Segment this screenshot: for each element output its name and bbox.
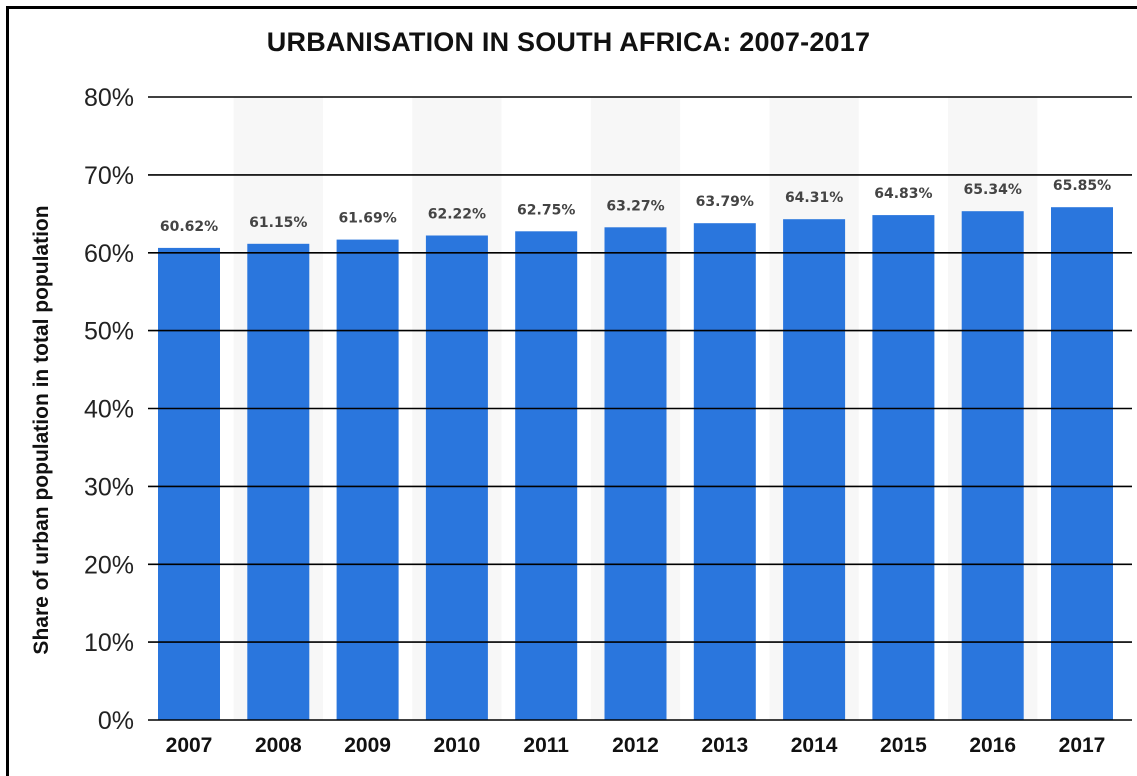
x-tick-label: 2012 bbox=[612, 734, 659, 757]
data-label: 61.69% bbox=[338, 211, 396, 227]
data-label: 63.79% bbox=[696, 194, 754, 210]
data-labels-group: 60.62% 61.15% 61.69% 62.22% 62.75% 63.27% 63.7… bbox=[160, 178, 1111, 235]
x-tick-label: 2007 bbox=[166, 734, 213, 757]
x-tick-label: 2011 bbox=[523, 734, 569, 757]
x-tick-label: 2010 bbox=[434, 734, 481, 757]
y-tick-labels-group: 0% 10% 20% 30% 40% 50% 60% 70% 80% bbox=[84, 84, 134, 735]
bar-2011 bbox=[515, 231, 578, 721]
data-label: 60.62% bbox=[160, 219, 218, 235]
data-label: 63.27% bbox=[606, 198, 664, 214]
y-tick-label: 20% bbox=[84, 551, 134, 579]
y-tick-label: 30% bbox=[84, 473, 134, 501]
bar-2016 bbox=[961, 211, 1024, 720]
chart-title: URBANISATION IN SOUTH AFRICA: 2007-2017 bbox=[266, 27, 871, 57]
x-tick-label: 2014 bbox=[791, 734, 838, 757]
data-label: 64.83% bbox=[874, 186, 932, 202]
data-label: 61.15% bbox=[249, 215, 307, 231]
bar-2015 bbox=[872, 215, 935, 720]
data-label: 65.85% bbox=[1053, 178, 1111, 194]
y-axis-title: Share of urban population in total popul… bbox=[30, 205, 53, 654]
data-label: 64.31% bbox=[785, 190, 843, 206]
x-tick-label: 2008 bbox=[255, 734, 302, 757]
data-label: 65.34% bbox=[964, 182, 1022, 198]
x-tick-label: 2015 bbox=[880, 734, 927, 757]
y-tick-label: 0% bbox=[98, 707, 134, 735]
bar-2009 bbox=[336, 239, 399, 720]
data-label: 62.22% bbox=[428, 207, 486, 223]
bar-2008 bbox=[247, 243, 310, 721]
data-label: 62.75% bbox=[517, 202, 575, 218]
bar-2010 bbox=[425, 235, 488, 720]
x-tick-label: 2013 bbox=[701, 734, 748, 757]
y-tick-label: 60% bbox=[84, 240, 134, 268]
y-tick-label: 40% bbox=[84, 396, 134, 424]
y-tick-label: 70% bbox=[84, 162, 134, 190]
y-tick-label: 80% bbox=[84, 84, 134, 112]
y-tick-label: 50% bbox=[84, 318, 134, 346]
bar-2012 bbox=[604, 227, 667, 721]
x-tick-labels-group: 2007 2008 2009 2010 2011 2012 2013 2014 2015 2016… bbox=[166, 734, 1106, 757]
bar-2014 bbox=[783, 219, 846, 720]
x-tick-label: 2017 bbox=[1059, 734, 1106, 757]
y-tick-label: 10% bbox=[84, 629, 134, 657]
gridlines-group bbox=[148, 96, 1132, 721]
bar-2007 bbox=[158, 247, 220, 720]
bar-2013 bbox=[693, 223, 756, 720]
x-tick-label: 2009 bbox=[344, 734, 391, 757]
bar-2017 bbox=[1051, 207, 1113, 720]
x-tick-label: 2016 bbox=[969, 734, 1016, 757]
